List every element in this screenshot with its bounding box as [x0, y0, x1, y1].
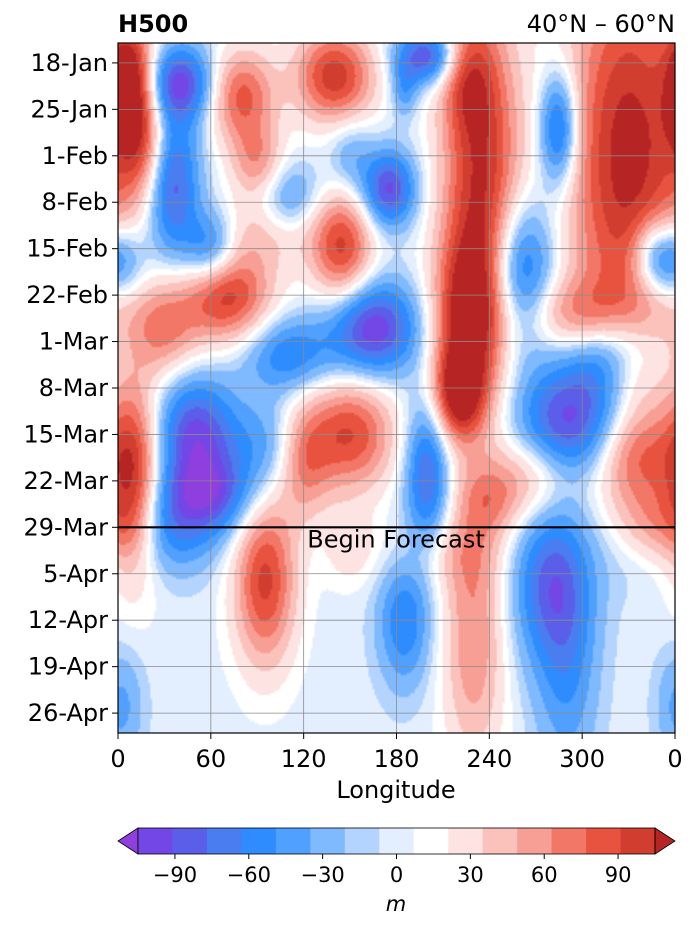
- colorbar-band: [241, 828, 277, 854]
- y-tick-label: 15-Feb: [26, 235, 108, 263]
- colorbar-tick-label: −30: [300, 863, 344, 887]
- colorbar-tick-label: 60: [531, 863, 558, 887]
- colorbar-tick-label: −60: [227, 863, 271, 887]
- colorbar-band: [517, 828, 553, 854]
- colorbar-band: [379, 828, 415, 854]
- colorbar-band: [482, 828, 518, 854]
- colorbar-tick-label: 90: [605, 863, 632, 887]
- chart-title-right: 40°N – 60°N: [527, 10, 675, 38]
- x-tick-label: 120: [281, 745, 327, 773]
- plot-area: [118, 43, 675, 733]
- colorbar-tick-label: 30: [457, 863, 484, 887]
- x-tick-label: 240: [466, 745, 512, 773]
- colorbar-band: [275, 828, 311, 854]
- y-tick-label: 29-Mar: [24, 513, 109, 541]
- x-tick-label: 60: [196, 745, 227, 773]
- y-tick-label: 8-Feb: [42, 188, 108, 216]
- y-axis: 18-Jan 25-Jan 1-Feb 8-Feb 15-Feb 22-Feb 1-Mar 8…: [24, 49, 118, 727]
- x-tick-label: 0: [667, 745, 682, 773]
- colorbar-band: [206, 828, 242, 854]
- y-tick-label: 18-Jan: [30, 49, 108, 77]
- x-tick-label: 0: [110, 745, 125, 773]
- colorbar-band: [586, 828, 622, 854]
- colorbar-band: [310, 828, 346, 854]
- y-tick-label: 19-Apr: [28, 653, 108, 681]
- x-axis: 0 60 120 180 240 300 0: [110, 733, 683, 773]
- colorbar-band: [620, 828, 656, 854]
- y-tick-label: 15-Mar: [24, 420, 109, 448]
- colorbar: −90 −60 −30 0 30 60 90: [117, 827, 676, 887]
- y-tick-label: 25-Jan: [30, 95, 108, 123]
- y-tick-label: 26-Apr: [28, 699, 108, 727]
- y-tick-label: 22-Feb: [26, 281, 108, 309]
- y-tick-label: 1-Feb: [42, 142, 108, 170]
- x-tick-label: 300: [559, 745, 605, 773]
- y-tick-label: 1-Mar: [39, 328, 108, 356]
- colorbar-band: [551, 828, 587, 854]
- colorbar-tick-label: 0: [390, 863, 403, 887]
- colorbar-band: [413, 828, 449, 854]
- x-tick-label: 180: [374, 745, 420, 773]
- y-tick-label: 22-Mar: [24, 467, 109, 495]
- x-axis-label: Longitude: [336, 776, 455, 804]
- forecast-annotation: Begin Forecast: [307, 525, 485, 553]
- y-tick-label: 8-Mar: [39, 374, 108, 402]
- colorbar-band: [344, 828, 380, 854]
- y-tick-label: 12-Apr: [28, 606, 108, 634]
- colorbar-tick-label: −90: [153, 863, 197, 887]
- colorbar-label: m: [386, 892, 406, 916]
- colorbar-band: [172, 828, 208, 854]
- colorbar-band: [448, 828, 484, 854]
- y-tick-label: 5-Apr: [43, 560, 108, 588]
- colorbar-band: [138, 828, 173, 854]
- chart-title-left: H500: [118, 10, 188, 38]
